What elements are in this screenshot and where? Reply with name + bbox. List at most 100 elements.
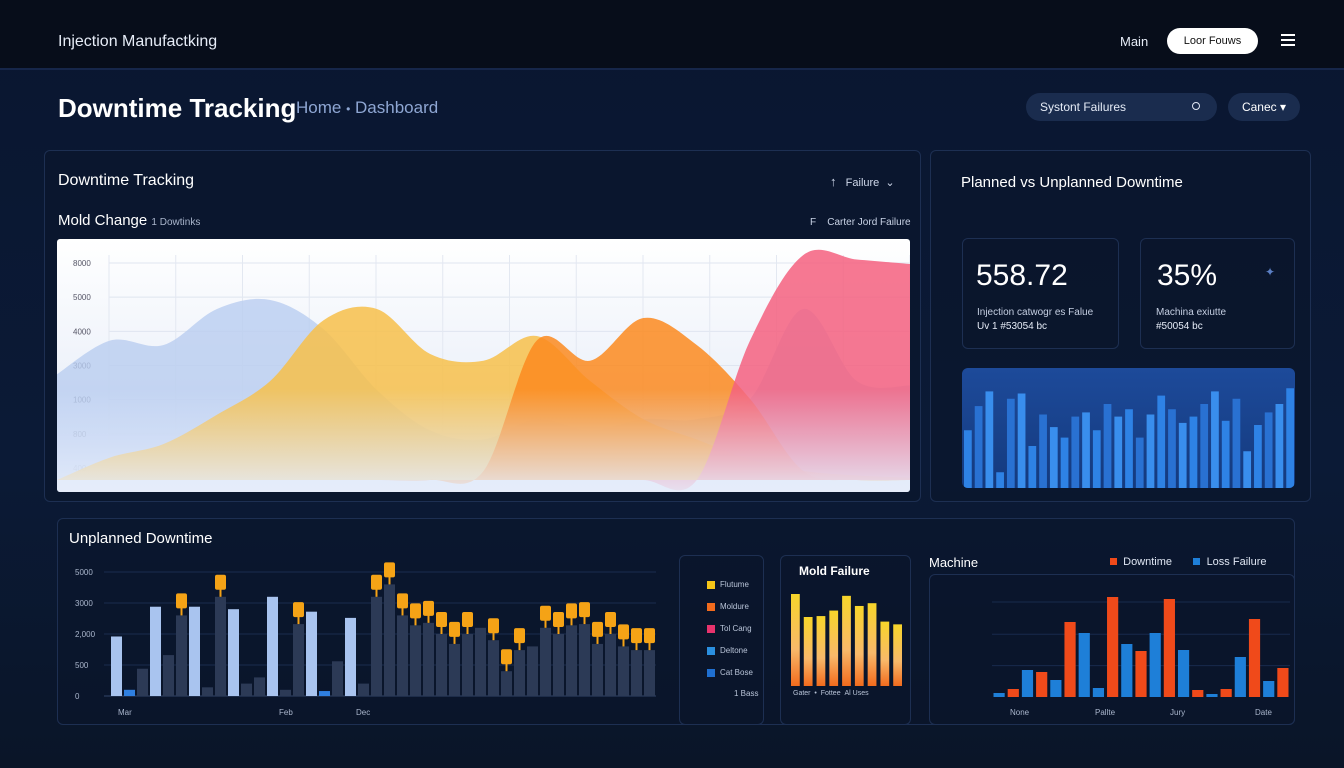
bar bbox=[501, 671, 512, 696]
bar-loss bbox=[1234, 657, 1246, 697]
mold-failure-chart bbox=[791, 594, 902, 686]
kpi-card-downtime: 558.72 Injection catwogr es Falue Uv 1 #… bbox=[962, 238, 1119, 349]
bar bbox=[867, 603, 877, 686]
bar bbox=[176, 615, 187, 696]
bar-down bbox=[1107, 597, 1119, 697]
machine-chart-panel: None Pallte Jury Date bbox=[929, 574, 1295, 725]
marker-stem bbox=[648, 642, 651, 651]
legend-label: Downtime bbox=[1123, 556, 1173, 568]
bar bbox=[306, 611, 317, 696]
marker-flag bbox=[488, 618, 499, 634]
marker-flag bbox=[644, 628, 655, 644]
planned-panel-title: Planned vs Unplanned Downtime bbox=[961, 174, 1183, 191]
machine-bar-chart: None Pallte Jury Date bbox=[992, 597, 1290, 717]
search-icon[interactable] bbox=[1192, 102, 1200, 110]
bar-down bbox=[1064, 622, 1076, 697]
marker-stem bbox=[466, 626, 469, 634]
x-tick-label: Dec bbox=[356, 708, 370, 717]
bar bbox=[371, 596, 382, 696]
marker-flag bbox=[215, 574, 226, 590]
bar bbox=[1178, 422, 1187, 488]
x-tick-label: Date bbox=[1255, 708, 1272, 717]
kpi-sub: Uv 1 #53054 bc bbox=[977, 321, 1048, 332]
y-tick-label: 3000 bbox=[75, 599, 93, 608]
search-input[interactable]: Systont Failures bbox=[1026, 93, 1217, 121]
bar-loss bbox=[1050, 680, 1062, 697]
cancel-dropdown[interactable]: Canec ▾ bbox=[1228, 93, 1300, 121]
marker-stem bbox=[453, 635, 456, 644]
bar bbox=[644, 650, 655, 696]
x-tick-label: Pallte bbox=[1095, 708, 1116, 717]
bar bbox=[410, 625, 421, 696]
bar bbox=[189, 606, 200, 696]
x-tick-label: Jury bbox=[1170, 708, 1185, 717]
legend-item: Flutume bbox=[707, 580, 749, 589]
marker-flag bbox=[579, 602, 590, 618]
y-tick-label: 500 bbox=[75, 661, 89, 670]
marker-flag bbox=[618, 624, 629, 640]
x-label: Al Uses bbox=[844, 690, 869, 697]
breadcrumb-separator: • bbox=[346, 102, 351, 116]
sparkle-icon: ✦ bbox=[1265, 265, 1276, 279]
arrow-up-icon[interactable]: ↑ bbox=[830, 174, 837, 189]
bar bbox=[1103, 404, 1112, 488]
bar-loss bbox=[1177, 650, 1190, 697]
bar bbox=[996, 472, 1004, 488]
chart-fade-overlay bbox=[57, 389, 910, 492]
bar bbox=[1039, 414, 1047, 488]
hamburger-icon[interactable] bbox=[1281, 34, 1295, 46]
bar bbox=[436, 634, 447, 696]
marker-stem bbox=[609, 626, 612, 634]
bar bbox=[893, 624, 902, 686]
bar bbox=[974, 406, 983, 488]
legend-item: Moldure bbox=[707, 602, 749, 611]
bar bbox=[332, 661, 343, 696]
marker-flag bbox=[436, 612, 447, 627]
bar bbox=[1017, 393, 1026, 488]
bar bbox=[816, 616, 826, 686]
bar-loss bbox=[1078, 633, 1090, 697]
bar-down bbox=[1036, 672, 1048, 697]
marker-stem bbox=[375, 588, 378, 597]
bar bbox=[1157, 395, 1166, 488]
bar bbox=[1168, 409, 1176, 488]
legend-label: Moldure bbox=[720, 602, 749, 611]
marker-flag bbox=[566, 603, 577, 619]
breadcrumb-home[interactable]: Home bbox=[296, 98, 342, 117]
main-link[interactable]: Main bbox=[1120, 34, 1149, 49]
legend-label: Tol Cang bbox=[720, 624, 752, 633]
bar bbox=[1264, 412, 1273, 488]
breadcrumb-dashboard[interactable]: Dashboard bbox=[355, 98, 439, 117]
bar bbox=[1211, 391, 1219, 488]
bar-down bbox=[1135, 651, 1147, 697]
bar bbox=[1028, 446, 1037, 488]
marker-flag bbox=[423, 600, 434, 616]
login-button[interactable]: Loor Fouws bbox=[1167, 28, 1258, 54]
legend-label: Carter Jord Failure bbox=[827, 217, 911, 228]
marker-stem bbox=[297, 616, 300, 625]
chart-subtitle: Mold Change 1 Dowtinks bbox=[58, 212, 200, 229]
bar bbox=[267, 596, 278, 696]
bar bbox=[228, 609, 239, 696]
subtitle-text: Mold Change bbox=[58, 212, 148, 229]
bar bbox=[829, 610, 839, 686]
y-tick-label: 8000 bbox=[73, 259, 91, 268]
planned-bar-chart bbox=[962, 368, 1295, 488]
bar bbox=[423, 622, 434, 696]
bar bbox=[514, 650, 525, 696]
bar bbox=[964, 430, 972, 488]
bar bbox=[475, 627, 486, 696]
filter-dropdown[interactable]: ↑ Failure ⌄ bbox=[830, 174, 895, 189]
marker-flag bbox=[501, 649, 512, 665]
marker-flag bbox=[293, 602, 304, 618]
kpi-value: 35% bbox=[1157, 259, 1218, 292]
mold-failure-title: Mold Failure bbox=[799, 564, 870, 578]
marker-flag bbox=[514, 628, 525, 644]
bar bbox=[1275, 404, 1284, 488]
legend-label: Flutume bbox=[720, 580, 749, 589]
bar bbox=[540, 627, 551, 696]
bar bbox=[605, 634, 616, 696]
bar bbox=[449, 643, 460, 696]
bar bbox=[1060, 437, 1069, 488]
bar bbox=[1114, 416, 1123, 488]
